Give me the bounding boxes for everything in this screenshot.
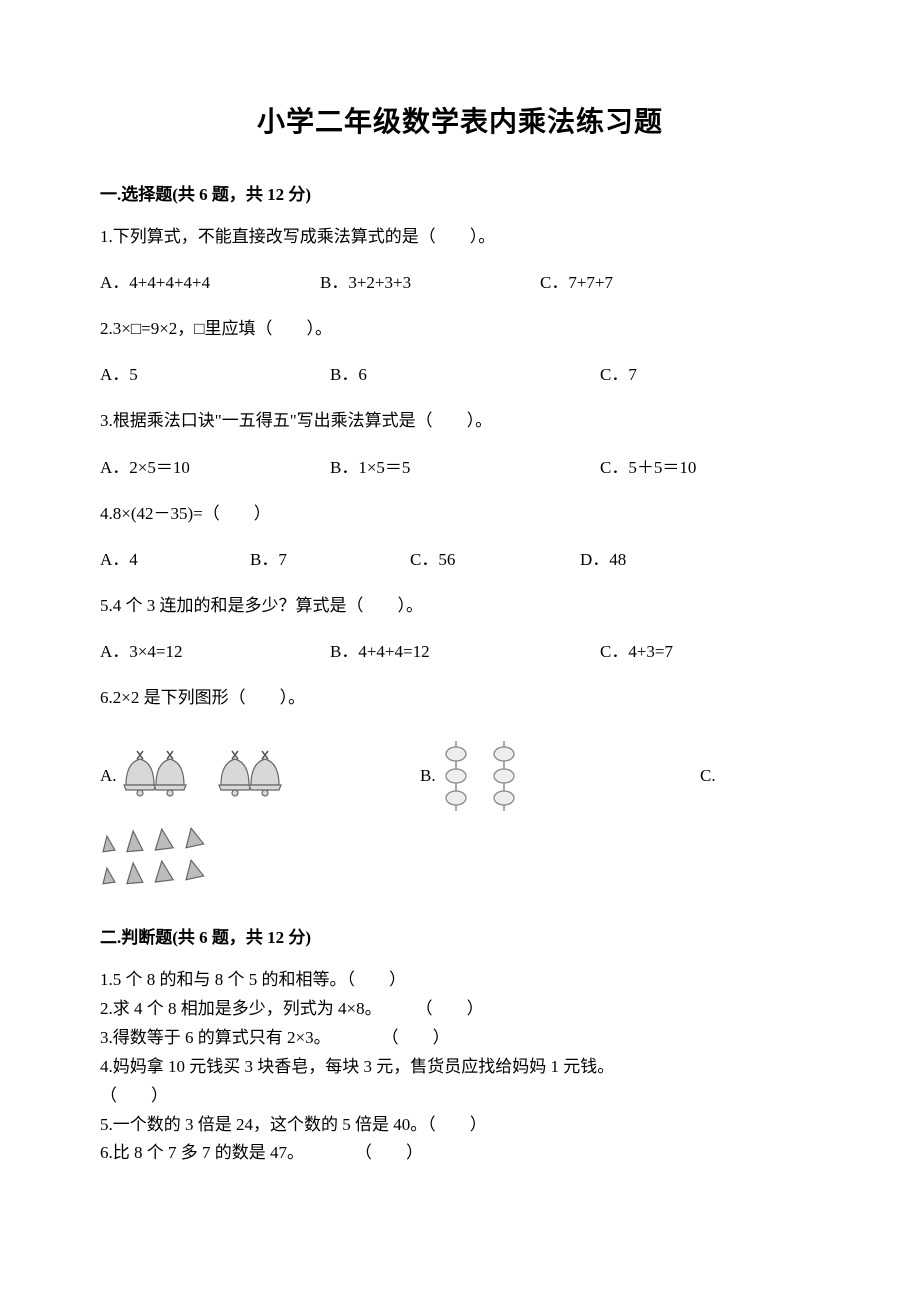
q5-text: 5.4 个 3 连加的和是多少？算式是（ ）。 — [100, 592, 820, 619]
triangles-icon — [100, 826, 820, 888]
q2-opt-a: A．5 — [100, 360, 330, 385]
q6-c-label: C. — [700, 766, 716, 786]
q4-text: 4.8×(42－35)=（ ） — [100, 500, 820, 527]
section1-header: 一.选择题(共 6 题，共 12 分) — [100, 180, 820, 205]
q5-options: A．3×4=12 B．4+4+4=12 C．4+3=7 — [100, 637, 820, 662]
q6-opt-c: C. — [700, 766, 716, 786]
q2-opt-b: B．6 — [330, 360, 600, 385]
q6-opt-a: A. — [100, 749, 420, 804]
judge-4: 4.妈妈拿 10 元钱买 3 块香皂，每块 3 元，售货员应找给妈妈 1 元钱。 — [100, 1053, 820, 1082]
q4-opt-a: A．4 — [100, 545, 250, 570]
q6-text: 6.2×2 是下列图形（ ）。 — [100, 684, 820, 711]
judge-1: 1.5 个 8 的和与 8 个 5 的和相等。（ ） — [100, 966, 820, 995]
q3-text: 3.根据乘法口诀"一五得五"写出乘法算式是（ ）。 — [100, 407, 820, 434]
q1-options: A．4+4+4+4+4 B．3+2+3+3 C．7+7+7 — [100, 268, 820, 293]
q3-opt-a: A．2×5＝10 — [100, 453, 330, 478]
q6-opt-b: B. — [420, 741, 700, 811]
q1-opt-a: A．4+4+4+4+4 — [100, 268, 320, 293]
bells-icon — [122, 749, 287, 804]
q6-options: A. — [100, 741, 820, 811]
q4-opt-c: C．56 — [410, 545, 580, 570]
judge-2: 2.求 4 个 8 相加是多少，列式为 4×8。 （ ） — [100, 995, 820, 1024]
q4-opt-d: D．48 — [580, 545, 730, 570]
q2-opt-c: C．7 — [600, 360, 780, 385]
beads-icon — [441, 741, 519, 811]
judge-6: 6.比 8 个 7 多 7 的数是 47。 （ ） — [100, 1139, 820, 1168]
judge-5: 5.一个数的 3 倍是 24，这个数的 5 倍是 40。（ ） — [100, 1111, 820, 1140]
q6-a-label: A. — [100, 766, 117, 786]
q6-b-label: B. — [420, 766, 436, 786]
q3-opt-c: C．5＋5＝10 — [600, 453, 780, 478]
section2-header: 二.判断题(共 6 题，共 12 分) — [100, 923, 820, 948]
q2-options: A．5 B．6 C．7 — [100, 360, 820, 385]
q1-opt-c: C．7+7+7 — [540, 268, 760, 293]
q4-options: A．4 B．7 C．56 D．48 — [100, 545, 820, 570]
q3-options: A．2×5＝10 B．1×5＝5 C．5＋5＝10 — [100, 453, 820, 478]
q5-opt-a: A．3×4=12 — [100, 637, 330, 662]
q3-opt-b: B．1×5＝5 — [330, 453, 600, 478]
judge-3: 3.得数等于 6 的算式只有 2×3。 （ ） — [100, 1024, 820, 1053]
q4-opt-b: B．7 — [250, 545, 410, 570]
q2-text: 2.3×□=9×2，□里应填（ ）。 — [100, 315, 820, 342]
q5-opt-b: B．4+4+4=12 — [330, 637, 600, 662]
page-title: 小学二年级数学表内乘法练习题 — [100, 100, 820, 140]
q1-text: 1.下列算式，不能直接改写成乘法算式的是（ ）。 — [100, 223, 820, 250]
q5-opt-c: C．4+3=7 — [600, 637, 780, 662]
judge-4b: （ ） — [100, 1082, 820, 1111]
q1-opt-b: B．3+2+3+3 — [320, 268, 540, 293]
